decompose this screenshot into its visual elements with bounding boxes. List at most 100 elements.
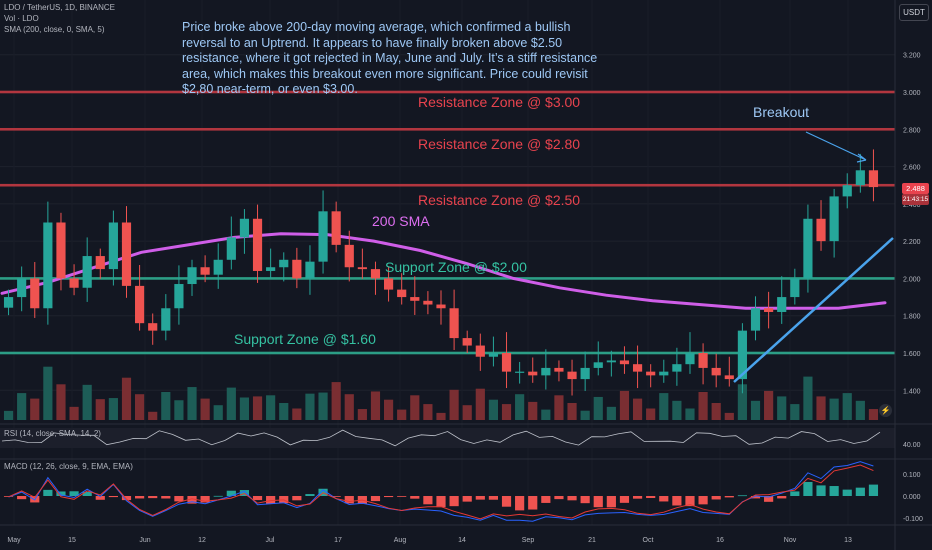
candle-body xyxy=(567,371,577,380)
macd-histogram-bar xyxy=(266,496,276,504)
candle-body xyxy=(292,259,302,279)
candle-body xyxy=(331,211,341,245)
price-tick-label: 2.600 xyxy=(903,165,921,172)
candle-body xyxy=(554,367,564,372)
candle-body xyxy=(69,278,79,288)
volume-bar xyxy=(659,393,669,420)
volume-bar xyxy=(397,409,407,420)
volume-bar xyxy=(764,390,774,420)
macd-histogram-bar xyxy=(567,496,577,501)
candle-body xyxy=(266,267,276,271)
sma-legend[interactable]: SMA (200, close, 0, SMA, 5) xyxy=(4,25,105,34)
time-tick-label: Nov xyxy=(784,537,797,544)
time-tick-label: 17 xyxy=(334,537,342,544)
volume-bar xyxy=(685,408,695,420)
candle-body xyxy=(737,330,747,380)
volume-bar xyxy=(724,412,734,420)
candle-body xyxy=(95,256,105,270)
price-tick-label: 1.400 xyxy=(903,388,921,395)
macd-histogram-bar xyxy=(515,496,525,511)
volume-legend[interactable]: Vol · LDO xyxy=(4,14,39,23)
macd-histogram-bar xyxy=(423,496,433,505)
macd-histogram-bar xyxy=(842,489,852,496)
macd-histogram-bar xyxy=(803,481,813,496)
candle-body xyxy=(108,222,118,270)
symbol-legend[interactable]: LDO / TetherUS, 1D, BINANCE xyxy=(4,3,115,12)
volume-bar xyxy=(17,393,27,420)
time-tick-label: 12 xyxy=(198,537,206,544)
macd-histogram-bar xyxy=(108,496,118,498)
signal-line xyxy=(8,464,874,520)
macd-histogram-bar xyxy=(855,487,865,496)
currency-button[interactable]: USDT xyxy=(899,4,929,21)
analysis-note: Price broke above 200-day moving average… xyxy=(182,20,598,96)
volume-bar xyxy=(515,394,525,420)
support-level xyxy=(0,277,895,280)
macd-histogram-bar xyxy=(213,495,223,497)
macd-histogram-bar xyxy=(148,496,158,499)
macd-histogram-bar xyxy=(724,496,734,498)
volume-bar xyxy=(239,397,250,420)
rsi-tick-label: 40.00 xyxy=(903,442,921,449)
price-tick-label: 3.200 xyxy=(903,53,921,60)
macd-histogram-bar xyxy=(305,494,315,496)
volume-bar xyxy=(187,387,197,420)
volume-bar xyxy=(292,408,302,420)
volume-bar xyxy=(619,390,630,420)
candle-body xyxy=(226,237,236,260)
volume-bar xyxy=(554,395,564,420)
volume-bar xyxy=(43,366,53,420)
macd-histogram-bar xyxy=(764,496,774,502)
candle-body xyxy=(121,222,132,286)
time-tick-label: 13 xyxy=(844,537,852,544)
candle-body xyxy=(816,218,826,242)
candle-body xyxy=(423,300,433,305)
volume-bar xyxy=(331,382,341,420)
macd-histogram-bar xyxy=(619,496,630,503)
volume-bar xyxy=(868,409,879,420)
macd-histogram-bar xyxy=(187,496,197,504)
volume-bar xyxy=(541,409,551,420)
price-tick-label: 1.600 xyxy=(903,351,921,358)
rsi-legend[interactable]: RSI (14, close, SMA, 14, 2) xyxy=(4,429,101,438)
candle-body xyxy=(488,353,499,357)
macd-histogram-bar xyxy=(829,486,839,496)
macd-histogram-bar xyxy=(56,491,66,496)
macd-histogram-bar xyxy=(580,496,590,504)
macd-histogram-bar xyxy=(816,485,826,496)
volume-bar xyxy=(816,396,826,420)
volume-bar xyxy=(108,398,118,420)
volume-bar xyxy=(488,399,499,420)
candle-body xyxy=(803,218,813,279)
macd-histogram-bar xyxy=(462,496,472,502)
candle-body xyxy=(252,218,263,271)
resistance-280-label: Resistance Zone @ $2.80 xyxy=(418,136,581,152)
candle-body xyxy=(174,284,184,309)
macd-histogram-bar xyxy=(685,496,695,507)
resistance-level xyxy=(0,90,895,94)
sma-label: 200 SMA xyxy=(372,213,430,229)
volume-bar xyxy=(646,408,656,420)
time-tick-label: Aug xyxy=(394,537,407,544)
volume-bar xyxy=(842,393,852,420)
volume-bar xyxy=(95,399,105,420)
macd-histogram-bar xyxy=(632,496,643,499)
macd-histogram-bar xyxy=(488,496,499,500)
candle-body xyxy=(3,297,14,308)
volume-bar xyxy=(410,395,420,420)
volume-bar xyxy=(357,409,367,420)
volume-bars xyxy=(3,366,879,420)
macd-legend[interactable]: MACD (12, 26, close, 9, EMA, EMA) xyxy=(4,462,133,471)
macd-histogram-bar xyxy=(659,496,669,502)
candle-body xyxy=(161,308,171,331)
macd-histogram-bar xyxy=(711,496,721,500)
resistance-250-label: Resistance Zone @ $2.50 xyxy=(418,192,581,208)
candle-body xyxy=(436,304,446,309)
macd-histogram-bar xyxy=(777,496,787,499)
support-200-label: Support Zone @ $2.00 xyxy=(385,259,527,275)
volume-bar xyxy=(383,399,394,420)
candle-body xyxy=(357,267,367,270)
price-tick-label: 3.000 xyxy=(903,90,921,97)
lightning-icon[interactable]: ⚡ xyxy=(879,404,892,417)
